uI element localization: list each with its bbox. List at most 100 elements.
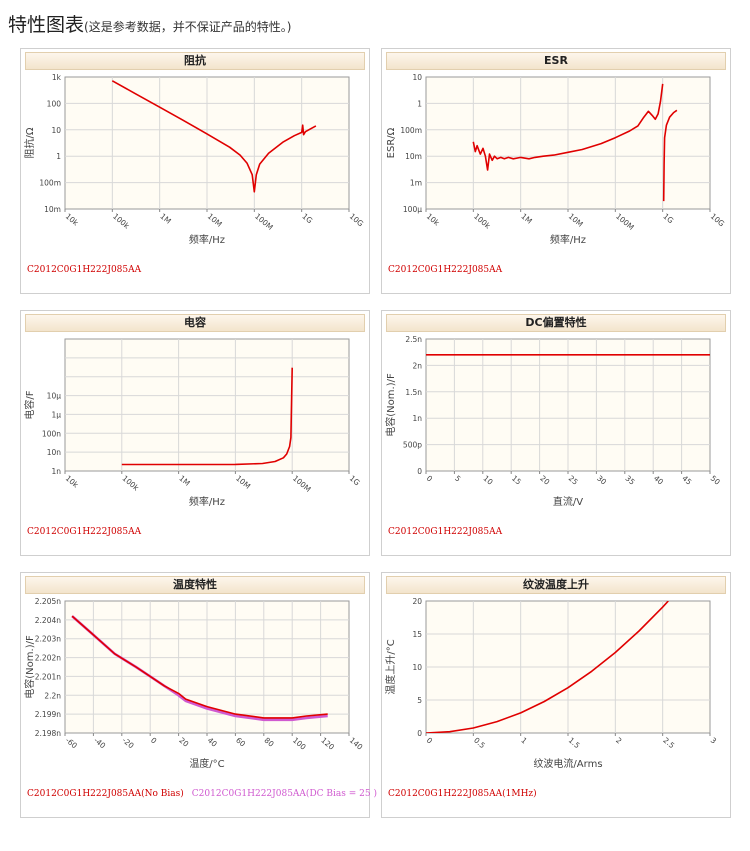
x-tick-label: 40 bbox=[206, 736, 219, 749]
panel-title: DC偏置特性 bbox=[386, 314, 726, 332]
x-tick-label: 10k bbox=[64, 212, 81, 228]
x-axis-label: 温度/°C bbox=[189, 757, 224, 770]
y-tick-label: 500p bbox=[403, 441, 422, 450]
y-tick-label: 2.201n bbox=[35, 672, 61, 681]
x-tick-label: 15 bbox=[510, 474, 523, 487]
x-tick-label: 40 bbox=[652, 474, 665, 487]
page-title: 特性图表(这是参考数据，并不保证产品的特性。) bbox=[8, 10, 291, 37]
panel-footer: C2012C0G1H222J085AA(No Bias) C2012C0G1H22… bbox=[27, 789, 377, 799]
x-tick-label: 45 bbox=[680, 474, 693, 487]
x-axis-label: 纹波电流/Arms bbox=[533, 757, 602, 770]
x-tick-label: 10k bbox=[64, 474, 81, 490]
x-tick-label: 100k bbox=[111, 212, 132, 231]
panel-title: 电容 bbox=[25, 314, 365, 332]
y-tick-label: 2.204n bbox=[35, 616, 61, 625]
y-tick-label: 1.5n bbox=[405, 388, 422, 397]
y-tick-label: 1m bbox=[410, 179, 422, 188]
x-tick-label: 100M bbox=[291, 474, 313, 494]
series-line-1 bbox=[71, 615, 328, 719]
y-axis-label: 阻抗/Ω bbox=[23, 127, 36, 158]
x-tick-label: -20 bbox=[121, 736, 136, 751]
x-tick-label: 100M bbox=[614, 212, 636, 232]
panel-title: 纹波温度上升 bbox=[386, 576, 726, 594]
series-line-0 bbox=[121, 367, 293, 466]
y-tick-label: 10m bbox=[44, 205, 61, 214]
chart-ripple-temp: 0 5 10 15 20 0 0.5 1 1.5 2 2.5 3 纹波电流/Arms 温度上升/°C bbox=[384, 597, 719, 770]
x-tick-label: 60 bbox=[234, 736, 247, 749]
x-tick-label: 5 bbox=[453, 474, 463, 484]
y-tick-label: 0 bbox=[417, 467, 422, 476]
panel-title: 阻抗 bbox=[25, 52, 365, 70]
x-axis-label: 频率/Hz bbox=[550, 233, 586, 246]
x-tick-label: 1G bbox=[348, 474, 362, 488]
y-tick-label: 1k bbox=[52, 73, 62, 82]
x-tick-label: 3 bbox=[709, 736, 719, 746]
x-tick-label: 0.5 bbox=[472, 736, 487, 751]
x-tick-label: 1 bbox=[519, 736, 529, 746]
footer-label: C2012C0G1H222J085AA(1MHz) bbox=[388, 789, 537, 799]
y-tick-label: 2.202n bbox=[35, 654, 61, 663]
panel-title: 温度特性 bbox=[25, 576, 365, 594]
footer-label: C2012C0G1H222J085AA bbox=[388, 527, 503, 537]
x-tick-label: 20 bbox=[177, 736, 190, 749]
footer-label: C2012C0G1H222J085AA bbox=[27, 527, 142, 537]
x-tick-label: -40 bbox=[92, 736, 107, 751]
y-axis-label: 电容/F bbox=[23, 390, 36, 419]
y-tick-label: 0 bbox=[417, 729, 422, 738]
y-tick-label: 20 bbox=[412, 597, 422, 606]
chart-esr: 100μ 1m 10m 100m 1 10 10k 100k 1M 10M 100M 1G 10G 频率/… bbox=[386, 73, 727, 246]
x-tick-label: 30 bbox=[595, 474, 608, 487]
x-tick-label: 50 bbox=[709, 474, 722, 487]
panel-footer: C2012C0G1H222J085AA bbox=[388, 527, 502, 537]
x-axis-label: 直流/V bbox=[553, 495, 583, 508]
x-axis-label: 频率/Hz bbox=[189, 495, 225, 508]
y-axis-label: 电容(Nom.)/F bbox=[384, 373, 397, 437]
x-tick-label: 20 bbox=[538, 474, 551, 487]
y-tick-label: 5 bbox=[417, 696, 422, 705]
x-tick-label: 25 bbox=[567, 474, 580, 487]
y-tick-label: 100n bbox=[42, 429, 61, 438]
footer-label: C2012C0G1H222J085AA bbox=[27, 265, 142, 275]
y-tick-label: 10μ bbox=[47, 392, 62, 401]
x-axis-label: 频率/Hz bbox=[189, 233, 225, 246]
chart-dc-bias: 0 500p 1n 1.5n 2n 2.5n 0 5 10 15 20 25 30 35 40 45 50 直流/… bbox=[384, 335, 722, 508]
x-tick-label: 100k bbox=[472, 212, 493, 231]
y-tick-label: 10m bbox=[405, 152, 422, 161]
y-tick-label: 1μ bbox=[51, 410, 61, 419]
footer-label: C2012C0G1H222J085AA(No Bias) bbox=[27, 789, 184, 799]
series-line-0 bbox=[472, 83, 664, 171]
footer-label: C2012C0G1H222J085AA bbox=[388, 265, 503, 275]
x-tick-label: 0 bbox=[149, 736, 159, 746]
x-tick-label: 120 bbox=[319, 736, 336, 752]
x-tick-label: 10G bbox=[709, 212, 727, 229]
x-tick-label: 1M bbox=[177, 474, 191, 488]
x-tick-label: 100M bbox=[253, 212, 275, 232]
panel-footer: C2012C0G1H222J085AA bbox=[388, 265, 502, 275]
y-tick-label: 2.2n bbox=[44, 691, 61, 700]
page-title-main: 特性图表 bbox=[8, 14, 85, 36]
y-tick-label: 100μ bbox=[403, 205, 422, 214]
y-axis-label: ESR/Ω bbox=[386, 127, 397, 158]
chart-panel-capacitance: 电容 1n 10n 100n 1μ 10μ 10k 100k 1M 10M 100M 1G 频率/Hz… bbox=[20, 310, 370, 556]
page-subtitle: (这是参考数据，并不保证产品的特性。) bbox=[84, 20, 292, 34]
x-tick-label: 35 bbox=[624, 474, 637, 487]
y-tick-label: 2n bbox=[412, 361, 422, 370]
chart-impedance: 10m 100m 1 10 100 1k 10k 100k 1M 10M 100M 1G 10G 频率/H… bbox=[23, 73, 365, 246]
x-tick-label: -60 bbox=[64, 736, 79, 751]
y-tick-label: 2.205n bbox=[35, 597, 61, 606]
chart-panel-esr: ESR 100μ 1m 10m 100m 1 10 10k 100k 1M 10M 100M 1G 10… bbox=[381, 48, 731, 294]
x-tick-label: 100k bbox=[121, 474, 142, 493]
chart-panel-ripple-temp: 纹波温度上升 0 5 10 15 20 0 0.5 1 1.5 2 2.5 3 纹波电流/Arms 温度上… bbox=[381, 572, 731, 818]
series-line-0 bbox=[111, 80, 317, 193]
y-tick-label: 2.199n bbox=[35, 710, 61, 719]
y-tick-label: 1n bbox=[412, 414, 422, 423]
chart-temperature: 2.198n 2.199n 2.2n 2.201n 2.202n 2.203n 2.204n… bbox=[23, 597, 365, 770]
y-tick-label: 10 bbox=[51, 126, 61, 135]
y-tick-label: 100 bbox=[47, 99, 62, 108]
y-tick-label: 10 bbox=[412, 73, 422, 82]
x-tick-label: 1M bbox=[158, 212, 172, 226]
x-tick-label: 10 bbox=[482, 474, 495, 487]
chart-capacitance: 1n 10n 100n 1μ 10μ 10k 100k 1M 10M 100M 1G 频率/Hz 电容/… bbox=[23, 338, 362, 508]
x-tick-label: 140 bbox=[348, 736, 365, 752]
x-tick-label: 1G bbox=[300, 212, 314, 226]
